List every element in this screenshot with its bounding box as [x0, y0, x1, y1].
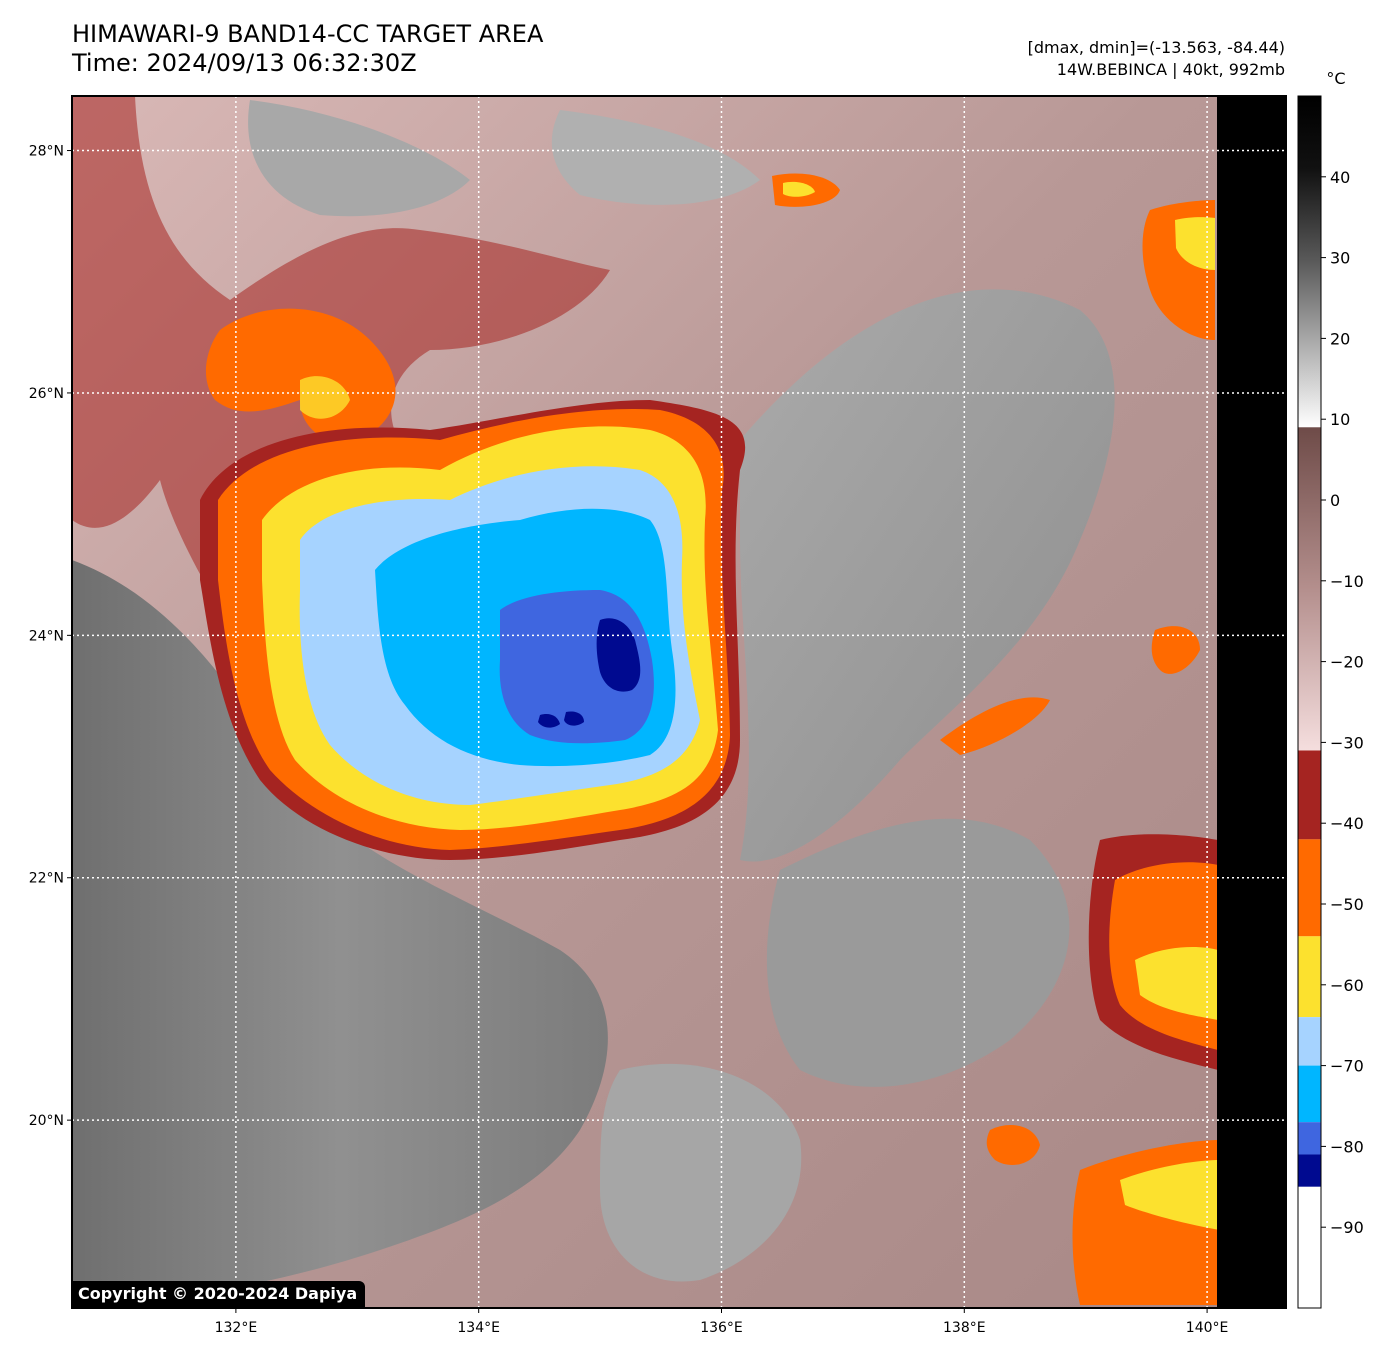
storm-info: [dmax, dmin]=(-13.563, -84.44) 14W.BEBIN… — [1028, 37, 1285, 81]
lon-tick-label: 136°E — [700, 1320, 743, 1336]
lat-tick-label: 20°N — [29, 1113, 64, 1129]
longitude-ticks: 132°E 134°E 136°E 138°E 140°E — [215, 1308, 1229, 1336]
copyright-badge: Copyright © 2020-2024 Dapiya — [72, 1281, 366, 1307]
east-cell-mid-yellow — [1135, 947, 1218, 1020]
grey-region-north-2 — [551, 110, 760, 205]
colorbar-segment-yellow — [1298, 936, 1321, 1018]
grey-region-east — [740, 289, 1115, 862]
colorbar-segment-coldest — [1298, 1186, 1321, 1308]
small-cell-south — [986, 1125, 1040, 1165]
colorbar-segment-warm — [1298, 96, 1321, 428]
colorbar-tick-label: 10 — [1330, 410, 1350, 429]
colorbar-unit: °C — [1326, 69, 1345, 88]
lat-tick-label: 26°N — [29, 386, 64, 402]
east-cell-south-core — [1120, 1160, 1220, 1230]
colorbar-segments — [1298, 96, 1321, 1308]
lat-tick-label: 24°N — [29, 628, 64, 644]
storm-text: 14W.BEBINCA | 40kt, 992mb — [1056, 60, 1285, 79]
outer-band-cell — [205, 308, 396, 443]
no-data-strip — [1217, 96, 1286, 1308]
map-frame — [71, 95, 1287, 1309]
range-text: [dmax, dmin]=(-13.563, -84.44) — [1027, 38, 1285, 57]
colorbar-tick-label: −90 — [1330, 1218, 1364, 1237]
colorbar-tick-label: 40 — [1330, 168, 1350, 187]
lon-tick-label: 138°E — [943, 1320, 986, 1336]
colorbar-frame — [1297, 95, 1322, 1309]
colorbar-tick-label: 0 — [1330, 491, 1340, 510]
colorbar-segment-brown — [1298, 427, 1321, 751]
lat-tick-label: 28°N — [29, 144, 64, 160]
colorbar-segment-royal-blue — [1298, 1122, 1321, 1155]
colorbar-tick-label: 30 — [1330, 249, 1350, 268]
outer-band-cell-core — [300, 376, 350, 419]
grey-region-southeast — [766, 818, 1070, 1087]
storm-coldest-core — [596, 618, 641, 692]
small-cell-east — [940, 697, 1050, 755]
colorbar-segment-orange — [1298, 839, 1321, 937]
storm-coldest-cell-2 — [564, 711, 584, 726]
colorbar-tick-label: −30 — [1330, 733, 1364, 752]
colorbar-tick-label: −10 — [1330, 572, 1364, 591]
colorbar-segment-light-blue — [1298, 1017, 1321, 1066]
lat-tick-label: 22°N — [29, 871, 64, 887]
lon-tick-label: 132°E — [215, 1320, 258, 1336]
colorbar-tick-label: −60 — [1330, 976, 1364, 995]
colorbar-segment-cyan — [1298, 1065, 1321, 1123]
colorbar-tick-label: 20 — [1330, 329, 1350, 348]
storm-coldest-cell — [538, 714, 560, 728]
figure-title: HIMAWARI-9 BAND14-CC TARGET AREA Time: 2… — [72, 20, 543, 78]
small-cell-east-2 — [1151, 626, 1200, 674]
latitude-ticks: 28°N 26°N 24°N 22°N 20°N — [29, 144, 72, 1129]
colorbar-ticks: 40 30 20 10 0 −10 −20 −30 −40 −50 −60 −70 −80 −90 — [1321, 168, 1364, 1237]
grey-region-southwest — [72, 560, 608, 1308]
colorbar: 40 30 20 10 0 −10 −20 −30 −40 −50 −60 −70 −80 −90 °C — [1297, 69, 1364, 1309]
colorbar-tick-label: −40 — [1330, 814, 1364, 833]
east-cell-north-core — [1175, 217, 1215, 270]
gridlines — [72, 96, 1286, 1308]
grey-region-south — [600, 1063, 802, 1282]
title-line-product: HIMAWARI-9 BAND14-CC TARGET AREA — [72, 20, 544, 48]
lon-tick-label: 134°E — [457, 1320, 500, 1336]
colorbar-tick-label: −70 — [1330, 1057, 1364, 1076]
colorbar-tick-label: −80 — [1330, 1137, 1364, 1156]
small-cell-north-core — [783, 181, 815, 197]
colorbar-tick-label: −50 — [1330, 895, 1364, 914]
lon-tick-label: 140°E — [1186, 1320, 1229, 1336]
satellite-imagery — [72, 96, 1286, 1308]
title-line-time: Time: 2024/09/13 06:32:30Z — [72, 49, 417, 77]
colorbar-segment-dark-red — [1298, 750, 1321, 840]
colorbar-segment-navy — [1298, 1154, 1321, 1187]
grey-region-north — [248, 100, 470, 217]
colorbar-tick-label: −20 — [1330, 653, 1364, 672]
